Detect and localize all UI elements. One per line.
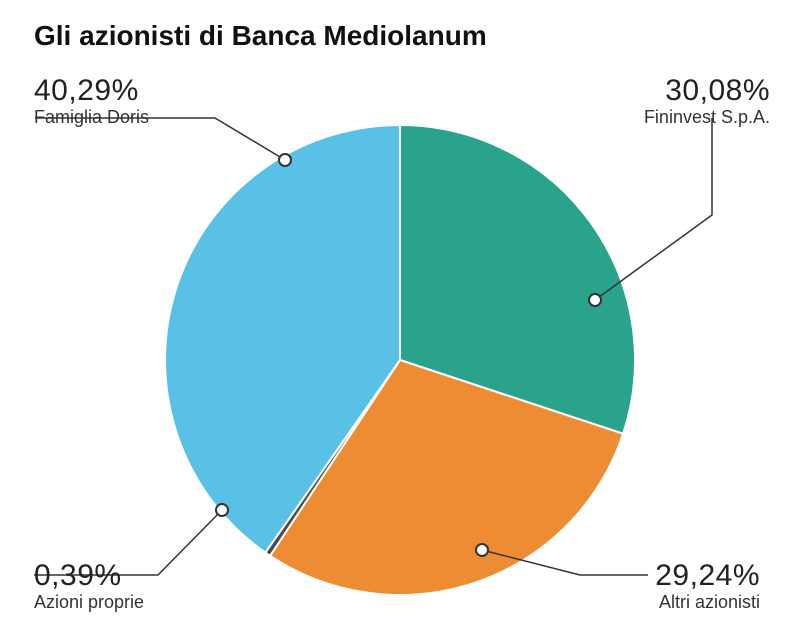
slice-name: Altri azionisti	[560, 592, 760, 613]
slice-label: 40,29%Famiglia Doris	[34, 75, 149, 127]
slice-name: Azioni proprie	[34, 592, 144, 613]
slice-percent: 40,29%	[34, 75, 149, 107]
leader-marker	[589, 294, 601, 306]
leader-marker	[216, 504, 228, 516]
slice-name: Famiglia Doris	[34, 107, 149, 128]
slice-percent: 0,39%	[34, 560, 144, 592]
slice-percent: 29,24%	[560, 560, 760, 592]
leader-marker	[279, 154, 291, 166]
slice-name: Fininvest S.p.A.	[570, 107, 770, 128]
leader-marker	[476, 544, 488, 556]
slice-label: 30,08%Fininvest S.p.A.	[570, 75, 770, 127]
slice-label: 29,24%Altri azionisti	[560, 560, 760, 612]
slice-label: 0,39%Azioni proprie	[34, 560, 144, 612]
slice-percent: 30,08%	[570, 75, 770, 107]
